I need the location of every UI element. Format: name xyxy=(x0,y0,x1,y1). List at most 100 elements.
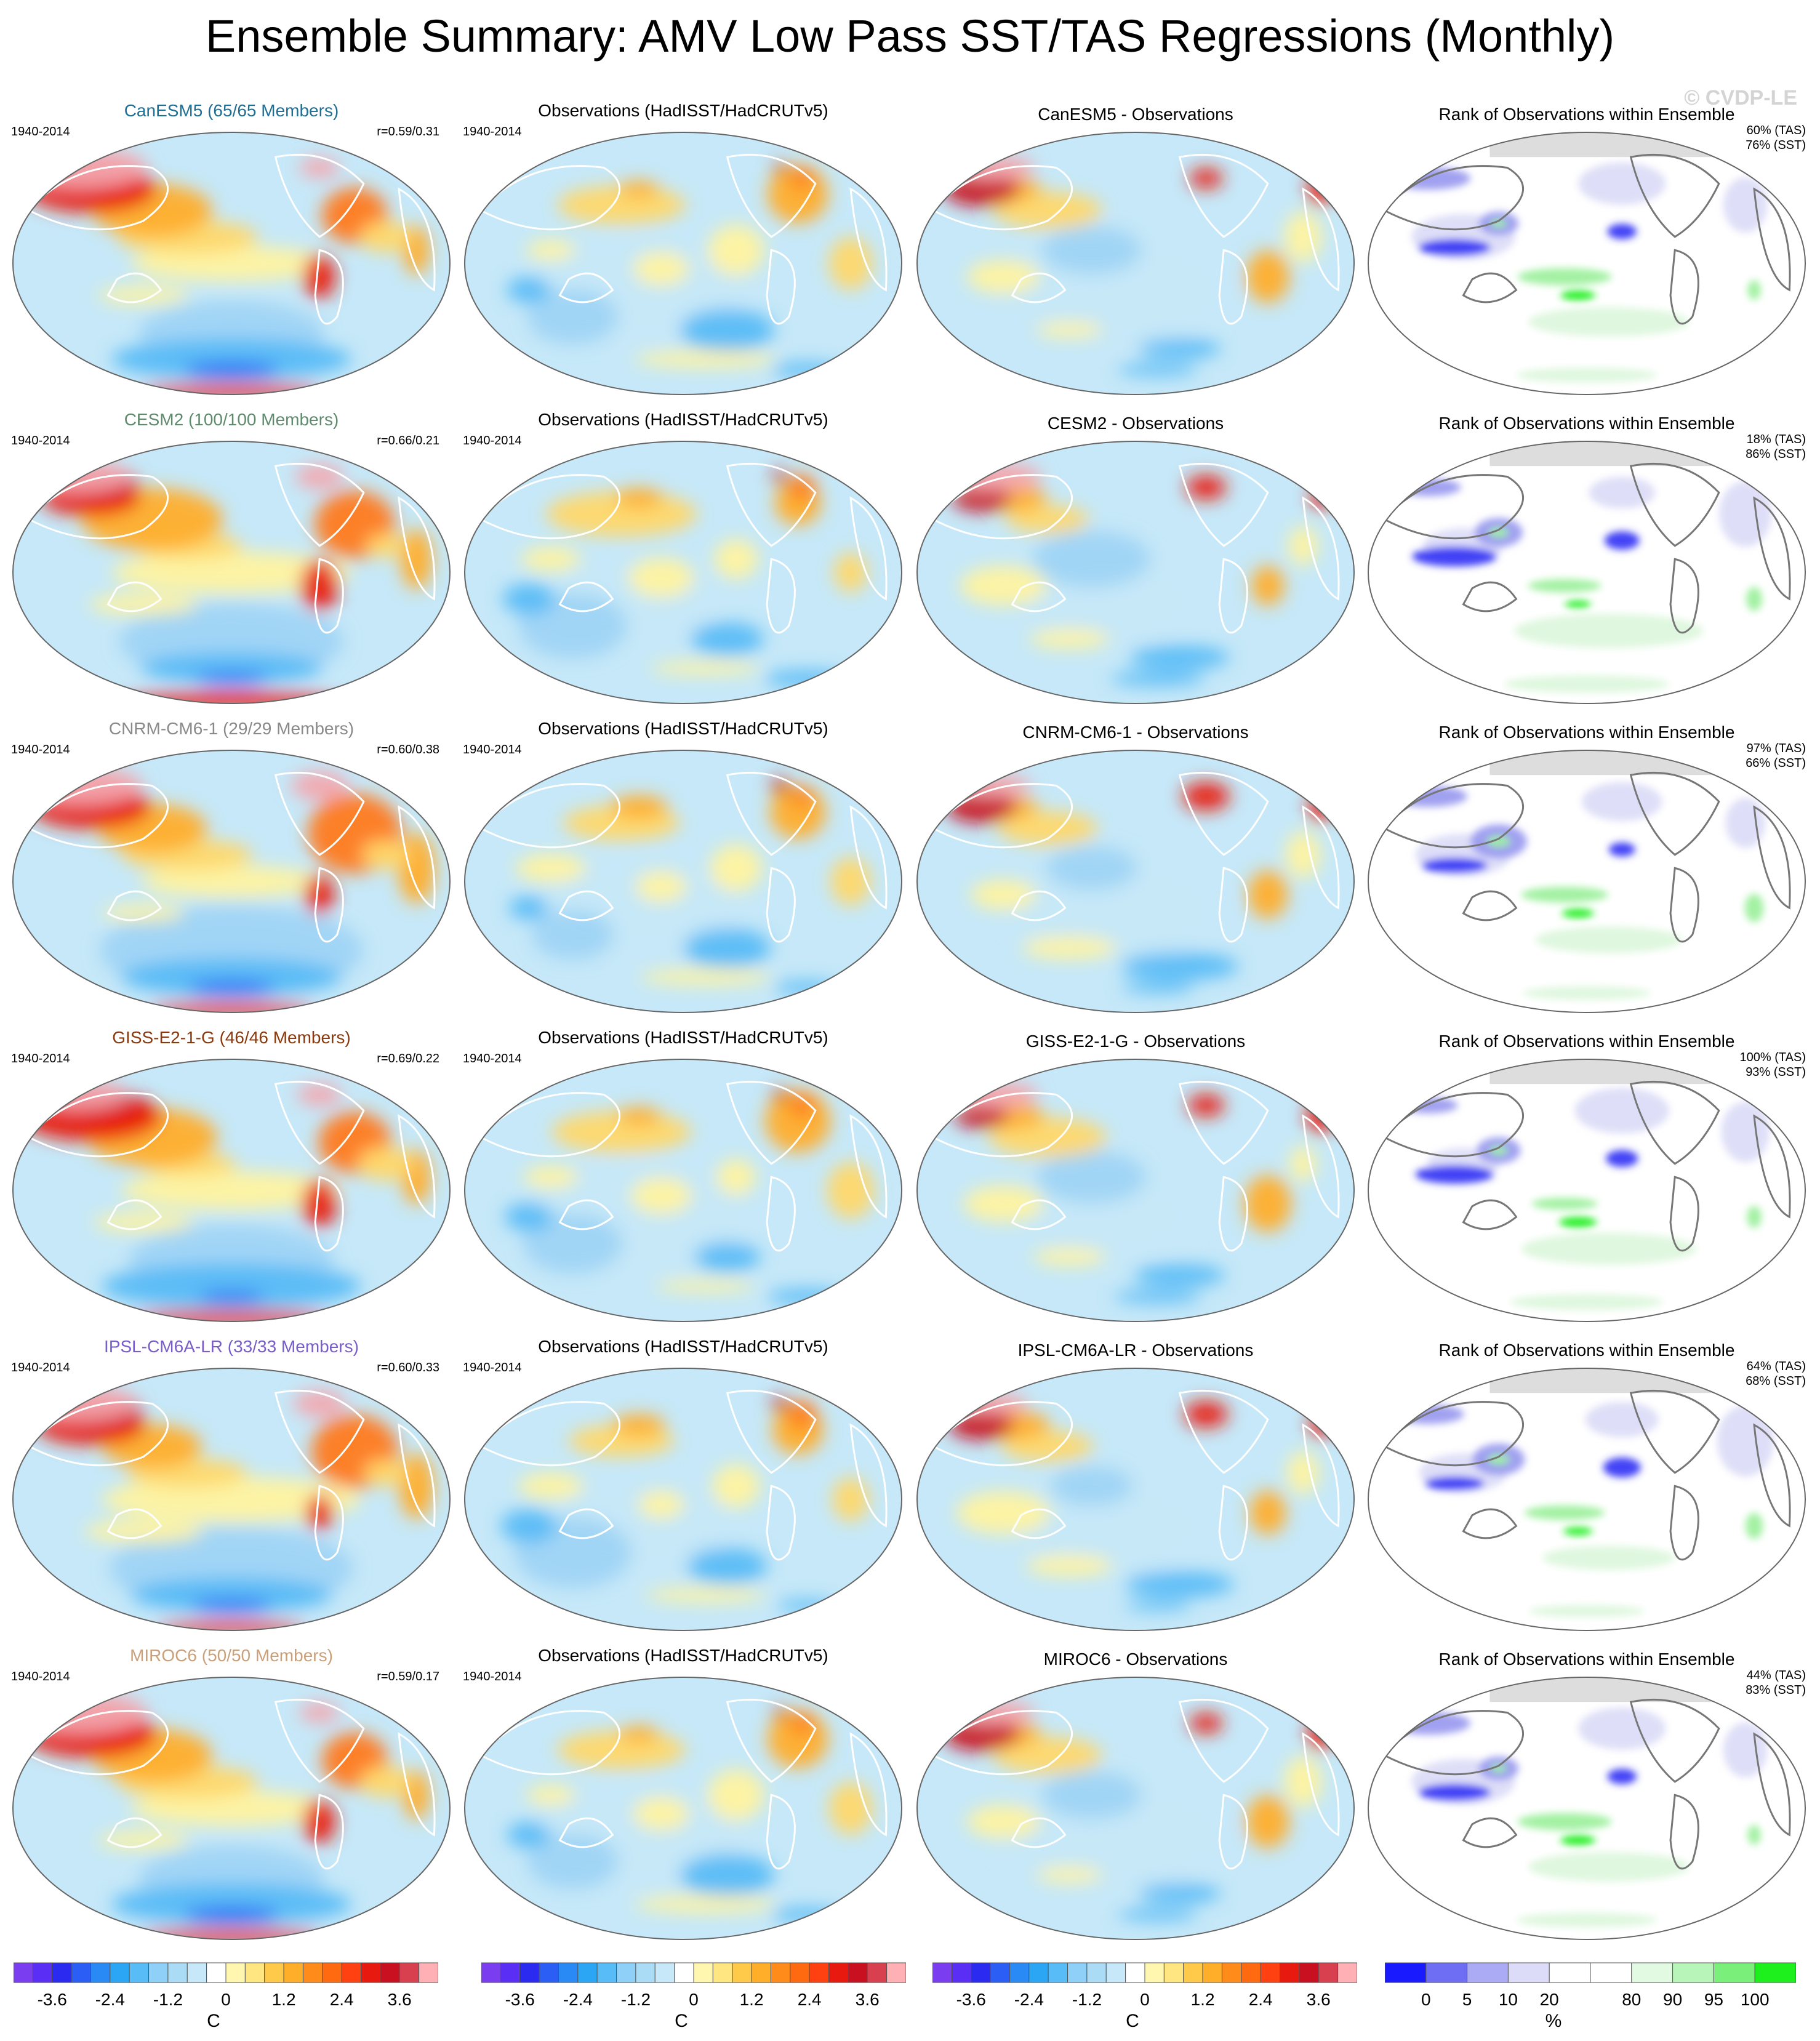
colorbar-tick-label: 1.2 xyxy=(1190,1990,1215,2009)
coastline xyxy=(314,249,344,325)
missing-data-cap xyxy=(1489,1368,1805,1393)
field-patch xyxy=(827,1161,875,1219)
rank-map xyxy=(1368,441,1806,704)
rank-tas-percent: 60% (TAS) xyxy=(1746,124,1806,137)
field-patch xyxy=(502,583,555,615)
coastline xyxy=(1302,496,1340,601)
rank-map xyxy=(1368,132,1806,395)
colorbar-swatch xyxy=(790,1962,810,1983)
coastline xyxy=(726,462,817,547)
colorbar-swatch xyxy=(1425,1962,1468,1983)
coastline xyxy=(726,153,817,238)
model-title: GISS-E2-1-G (46/46 Members) xyxy=(112,1028,351,1047)
coastline xyxy=(766,558,796,634)
coastline xyxy=(766,1176,796,1252)
field-patch xyxy=(141,383,322,395)
rank-map xyxy=(1368,1368,1806,1631)
obs-title: Observations (HadISST/HadCRUTv5) xyxy=(538,1646,828,1665)
coastline xyxy=(1011,581,1067,612)
field-patch xyxy=(1528,579,1602,593)
field-patch xyxy=(527,289,619,345)
field-patch xyxy=(993,191,1102,229)
field-patch xyxy=(617,1107,662,1125)
field-patch xyxy=(1517,1813,1612,1830)
coastline xyxy=(1629,1389,1720,1474)
colorbar-swatch xyxy=(148,1962,169,1983)
coastline xyxy=(1178,462,1269,547)
field-patch xyxy=(694,1241,761,1272)
coastline xyxy=(1629,462,1720,547)
field-patch xyxy=(1001,1430,1094,1462)
coastline xyxy=(726,771,817,856)
diff-title: CESM2 - Observations xyxy=(1047,414,1224,433)
model-title: MIROC6 (50/50 Members) xyxy=(130,1646,333,1665)
coastline xyxy=(931,1401,1073,1467)
coastline xyxy=(1629,1698,1720,1783)
coastline xyxy=(274,1698,365,1783)
field-patch xyxy=(1046,846,1137,891)
colorbar-tick-label: 3.6 xyxy=(387,1990,412,2009)
rank-tas-percent: 64% (TAS) xyxy=(1746,1360,1806,1373)
field-patch xyxy=(1182,782,1230,811)
period-label: 1940-2014 xyxy=(463,125,522,138)
model-panel: IPSL-CM6A-LR (33/33 Members) 1940-2014 r=0… xyxy=(11,1334,452,1632)
field-patch xyxy=(1521,1233,1696,1265)
colorbar-swatch xyxy=(1299,1962,1319,1983)
colorbar-swatch xyxy=(90,1962,111,1983)
coastline xyxy=(398,496,436,601)
coastline xyxy=(27,783,169,849)
coastline xyxy=(27,1092,169,1158)
colorbar-swatch xyxy=(1631,1962,1674,1983)
diff-panel: CNRM-CM6-1 - Observations xyxy=(915,716,1356,1014)
model-map xyxy=(12,750,451,1013)
coastline xyxy=(1218,1794,1248,1870)
coastline xyxy=(1011,1817,1067,1848)
field-patch xyxy=(1138,1883,1221,1904)
colorbar-swatch xyxy=(1385,1962,1427,1983)
field-patch xyxy=(111,551,351,594)
coastline xyxy=(27,1710,169,1776)
rank-colorbar xyxy=(1385,1962,1796,1983)
rank-panel: Rank of Observations within Ensemble 100%… xyxy=(1366,1025,1807,1323)
coastline xyxy=(398,1114,436,1219)
field-patch xyxy=(363,1459,408,1486)
field-patch xyxy=(770,363,843,377)
colorbar-units: C xyxy=(207,2011,220,2031)
field-patch xyxy=(791,1712,814,1734)
colorbar-tick-label: 80 xyxy=(1622,1990,1642,2009)
field-patch xyxy=(1412,546,1497,567)
field-patch xyxy=(1585,1401,1659,1438)
rank-title: Rank of Observations within Ensemble xyxy=(1438,1650,1735,1669)
field-patch xyxy=(1565,600,1592,609)
field-patch xyxy=(1033,1248,1106,1266)
coastline xyxy=(1382,474,1524,540)
colorbar-tick-label: -2.4 xyxy=(95,1990,125,2009)
field-patch xyxy=(293,1390,346,1417)
colorbar-tick-label: -1.2 xyxy=(620,1990,651,2009)
field-patch xyxy=(1041,226,1142,275)
field-patch xyxy=(1249,1490,1286,1535)
field-patch xyxy=(1488,527,1509,538)
model-panel: CanESM5 (65/65 Members) 1940-2014 r=0.59/0… xyxy=(11,98,452,396)
pattern-correlation: r=0.60/0.33 xyxy=(377,1361,439,1374)
field-patch xyxy=(1246,250,1290,303)
coastline xyxy=(1011,1199,1067,1230)
model-panel: MIROC6 (50/50 Members) 1940-2014 r=0.59/0.… xyxy=(11,1643,452,1941)
rank-panel: Rank of Observations within Ensemble 60% … xyxy=(1366,98,1807,396)
coastline xyxy=(314,558,344,634)
coastline xyxy=(1629,771,1720,856)
field-patch xyxy=(1134,1264,1225,1287)
field-patch xyxy=(1284,1756,1322,1808)
field-patch xyxy=(1022,936,1117,960)
colorbar-swatch xyxy=(1507,1962,1550,1983)
colorbar-tick-label: 95 xyxy=(1704,1990,1723,2009)
field-patch xyxy=(295,464,344,489)
diff-map xyxy=(916,750,1355,1013)
field-patch xyxy=(1607,223,1637,239)
field-patch xyxy=(1307,1718,1334,1750)
field-patch xyxy=(1517,1912,1657,1928)
coastline xyxy=(1382,1092,1524,1158)
pattern-correlation: r=0.69/0.22 xyxy=(377,1052,439,1065)
coastline xyxy=(558,890,614,921)
field-patch xyxy=(1517,367,1657,383)
